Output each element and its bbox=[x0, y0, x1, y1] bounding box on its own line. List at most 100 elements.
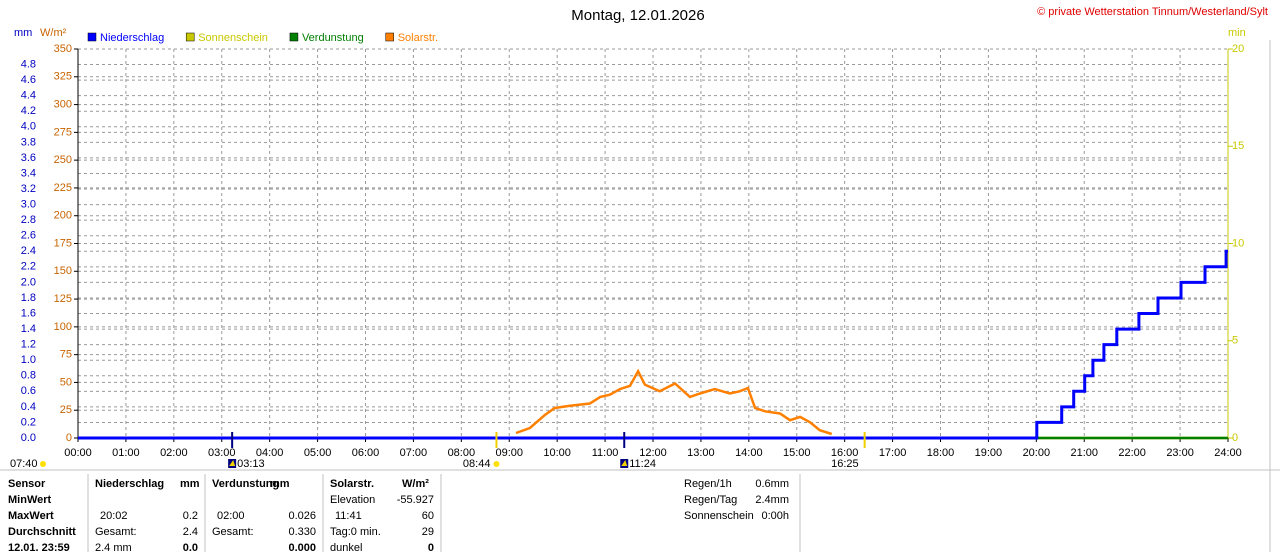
stat-value: 60 bbox=[422, 510, 434, 522]
min-tick-label: 5 bbox=[1232, 335, 1238, 347]
legend-label: Solarstr. bbox=[398, 32, 438, 44]
mm-tick-label: 3.8 bbox=[21, 136, 36, 148]
mm-tick-label: 4.2 bbox=[21, 105, 36, 117]
mm-tick-label: 1.0 bbox=[21, 354, 36, 366]
row-label: Sensor bbox=[8, 478, 46, 490]
x-tick-label: 08:00 bbox=[448, 447, 476, 459]
x-tick-label: 12:00 bbox=[639, 447, 667, 459]
stat-label: Tag:0 min. bbox=[330, 526, 381, 538]
legend-swatch bbox=[185, 32, 195, 42]
wm2-tick-label: 225 bbox=[54, 182, 72, 194]
mm-tick-label: 3.0 bbox=[21, 199, 36, 211]
chart-title: Montag, 12.01.2026 bbox=[571, 7, 704, 24]
stat-label: Verdunstung bbox=[212, 478, 279, 490]
mm-tick-label: 2.4 bbox=[21, 245, 36, 257]
stat-value: 0.026 bbox=[288, 510, 316, 522]
stat-label: 02:00 bbox=[217, 510, 245, 522]
x-tick-label: 07:00 bbox=[400, 447, 428, 459]
x-tick-label: 01:00 bbox=[112, 447, 140, 459]
stat-value: 0.000 bbox=[288, 542, 316, 552]
stat-label: Elevation bbox=[330, 494, 375, 506]
x-tick-label: 13:00 bbox=[687, 447, 715, 459]
stat-label: Niederschlag bbox=[95, 478, 164, 490]
sunrise-time: 07:40 bbox=[10, 458, 38, 470]
mm-tick-label: 0.6 bbox=[21, 385, 36, 397]
stat-value: 0.0 bbox=[183, 542, 198, 552]
legend-label: Verdunstung bbox=[302, 32, 364, 44]
stat-unit: mm bbox=[180, 478, 200, 490]
series-line bbox=[515, 368, 833, 436]
wm2-tick-label: 275 bbox=[54, 126, 72, 138]
stat-label: Solarstr. bbox=[330, 478, 374, 490]
wm2-tick-label: 350 bbox=[54, 43, 72, 55]
x-tick-label: 17:00 bbox=[879, 447, 907, 459]
legend-label: Niederschlag bbox=[100, 32, 164, 44]
stat-value: 29 bbox=[422, 526, 434, 538]
stat-label: 11:41 bbox=[335, 510, 362, 522]
x-tick-label: 14:00 bbox=[735, 447, 763, 459]
mm-tick-label: 2.8 bbox=[21, 214, 36, 226]
mm-tick-label: 2.0 bbox=[21, 276, 36, 288]
mm-tick-label: 0.4 bbox=[21, 401, 36, 413]
wm2-tick-label: 100 bbox=[54, 321, 72, 333]
min-tick-label: 15 bbox=[1232, 140, 1244, 152]
wm2-tick-label: 200 bbox=[54, 210, 72, 222]
mm-tick-label: 3.6 bbox=[21, 152, 36, 164]
stat-value: 0.330 bbox=[288, 526, 316, 538]
stat-label: 20:02 bbox=[100, 510, 128, 522]
sun-time: 08:44 bbox=[463, 458, 491, 470]
wm2-tick-label: 125 bbox=[54, 293, 72, 305]
mm-tick-label: 1.2 bbox=[21, 339, 36, 351]
min-tick-label: 20 bbox=[1232, 43, 1244, 55]
summary-label: Sonnenschein bbox=[684, 510, 754, 522]
moon-time: 03:13 bbox=[237, 458, 265, 470]
mm-tick-label: 0.0 bbox=[21, 432, 36, 444]
x-tick-label: 23:00 bbox=[1166, 447, 1194, 459]
mm-tick-label: 4.0 bbox=[21, 121, 36, 133]
wm2-axis-label: W/m² bbox=[40, 27, 67, 39]
mm-tick-label: 2.2 bbox=[21, 261, 36, 273]
x-tick-label: 24:00 bbox=[1214, 447, 1242, 459]
sun-time: 16:25 bbox=[831, 458, 859, 470]
mm-tick-label: 1.6 bbox=[21, 307, 36, 319]
sunrise-dot bbox=[40, 461, 46, 467]
x-tick-label: 15:00 bbox=[783, 447, 811, 459]
mm-tick-label: 0.2 bbox=[21, 416, 36, 428]
legend-swatch bbox=[87, 32, 97, 42]
wm2-tick-label: 50 bbox=[60, 376, 72, 388]
x-tick-label: 18:00 bbox=[927, 447, 955, 459]
stat-unit: mm bbox=[270, 478, 290, 490]
mm-tick-label: 3.4 bbox=[21, 167, 36, 179]
row-label: MaxWert bbox=[8, 510, 54, 522]
mm-tick-label: 2.6 bbox=[21, 230, 36, 242]
stat-label: 2.4 mm bbox=[95, 542, 132, 552]
stat-unit: W/m² bbox=[402, 478, 429, 490]
summary-value: 0:00h bbox=[761, 510, 789, 522]
x-tick-label: 19:00 bbox=[975, 447, 1003, 459]
legend-swatch bbox=[289, 32, 299, 42]
wm2-tick-label: 300 bbox=[54, 98, 72, 110]
x-tick-label: 11:00 bbox=[592, 447, 619, 459]
legend-swatch bbox=[385, 32, 394, 42]
min-axis-label: min bbox=[1228, 27, 1246, 39]
x-tick-label: 16:00 bbox=[831, 447, 859, 459]
legend-label: Sonnenschein bbox=[198, 32, 268, 44]
row-label: Durchschnitt bbox=[8, 526, 76, 538]
mm-tick-label: 3.2 bbox=[21, 183, 36, 195]
wm2-tick-label: 150 bbox=[54, 265, 72, 277]
x-tick-label: 06:00 bbox=[352, 447, 380, 459]
wm2-tick-label: 175 bbox=[54, 237, 72, 249]
x-tick-label: 05:00 bbox=[304, 447, 332, 459]
wm2-tick-label: 75 bbox=[60, 349, 72, 361]
x-tick-label: 21:00 bbox=[1070, 447, 1098, 459]
stat-label: Gesamt: bbox=[212, 526, 254, 538]
series-line bbox=[78, 249, 1228, 440]
wm2-tick-label: 325 bbox=[54, 71, 72, 83]
mm-tick-label: 4.4 bbox=[21, 90, 36, 102]
stat-value: -55.927 bbox=[397, 494, 434, 506]
mm-tick-label: 1.4 bbox=[21, 323, 36, 335]
stat-value: 0.2 bbox=[183, 510, 198, 522]
mm-tick-label: 4.8 bbox=[21, 58, 36, 70]
stat-value: 0 bbox=[428, 542, 434, 552]
